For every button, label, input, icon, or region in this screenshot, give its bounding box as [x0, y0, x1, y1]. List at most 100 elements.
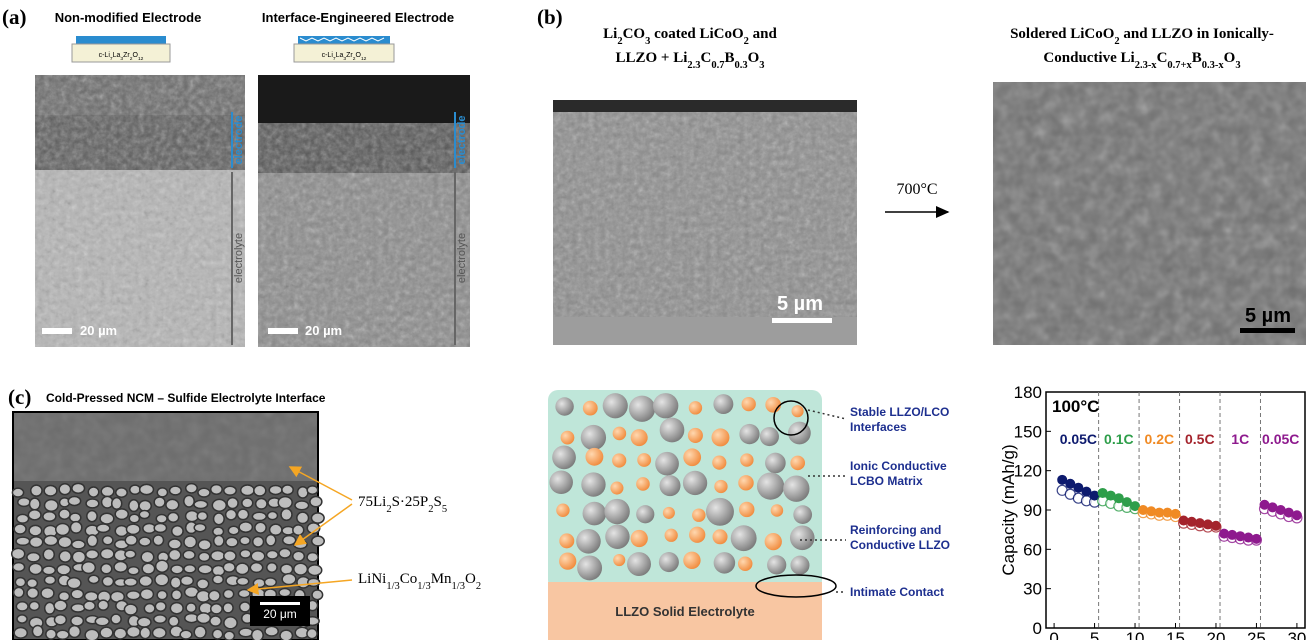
text-part: S·25P	[392, 494, 429, 510]
grain	[153, 627, 166, 638]
text-part: La	[113, 52, 121, 59]
grain	[44, 576, 55, 585]
grain	[194, 626, 206, 638]
grain	[124, 578, 137, 586]
grain	[15, 578, 25, 587]
annotation: 100°C	[1052, 397, 1099, 416]
grain	[240, 602, 251, 612]
lco-particle	[738, 475, 753, 490]
llzo-particle	[552, 446, 576, 470]
text-part: LiNi	[358, 571, 386, 587]
grain	[97, 524, 110, 532]
llzo-particle	[629, 396, 655, 422]
lco-particle	[712, 456, 726, 470]
lco-particle	[683, 552, 700, 569]
grain	[183, 550, 195, 559]
grain	[29, 525, 42, 536]
grain	[87, 535, 98, 547]
text-part: O	[465, 571, 476, 587]
text-part: 12	[138, 56, 144, 62]
grain	[214, 513, 225, 525]
legend-label: 0.5C	[1185, 431, 1215, 447]
grain	[103, 536, 113, 545]
y-tick-label: 60	[1023, 540, 1042, 559]
grain	[226, 537, 238, 547]
x-tick-label: 5	[1090, 629, 1099, 640]
grain	[168, 539, 181, 549]
text-part: CO	[623, 26, 646, 42]
grain	[100, 513, 114, 524]
grain	[14, 587, 24, 597]
grain	[86, 499, 99, 508]
text-part: Li	[603, 26, 617, 42]
text-part: coated LiCoO	[650, 26, 743, 42]
grain	[115, 526, 128, 537]
grain	[140, 484, 154, 494]
text-part: Conductive Li	[1043, 50, 1134, 66]
grain	[297, 512, 309, 523]
callout: Intimate Contact	[850, 585, 944, 599]
y-tick-label: 90	[1023, 501, 1042, 520]
grain	[59, 551, 71, 562]
legend-label: 0.2C	[1145, 431, 1175, 447]
text-part: and LLZO in Ionically-	[1120, 26, 1274, 42]
grain	[139, 511, 149, 519]
grain	[29, 563, 42, 574]
lco-particle	[739, 502, 754, 517]
grain	[223, 562, 235, 572]
grain	[199, 552, 210, 561]
lco-particle	[692, 508, 705, 521]
callout: Interfaces	[850, 420, 907, 434]
x-tick-label: 30	[1287, 629, 1306, 640]
text-part: S	[434, 494, 442, 510]
llzo-particle	[636, 505, 654, 523]
grain	[72, 540, 85, 549]
grain	[311, 513, 324, 523]
grain	[171, 565, 183, 574]
grain	[70, 513, 81, 522]
panel-title: LLZO + Li2.3C0.7B0.3O3	[615, 50, 764, 71]
llzo-particle	[653, 393, 678, 418]
grain	[265, 578, 277, 587]
grain	[241, 485, 254, 496]
text-part: c-Li	[322, 52, 334, 59]
text-part: C	[1157, 50, 1168, 66]
x-tick-label: 20	[1207, 629, 1226, 640]
grain	[129, 500, 139, 512]
grain	[144, 604, 155, 614]
grain	[156, 514, 167, 523]
llzo-particle	[683, 471, 707, 495]
grain	[312, 536, 325, 546]
grain	[240, 550, 251, 558]
grain	[224, 617, 237, 629]
grain	[139, 500, 151, 511]
text-part: LLZO + Li	[615, 50, 687, 66]
grain	[153, 535, 163, 546]
grain	[236, 563, 249, 574]
grain	[169, 616, 179, 626]
llzo-particle	[783, 476, 809, 502]
grain	[228, 526, 239, 534]
lco-particle	[689, 401, 702, 414]
arrow-label: 700°C	[896, 181, 937, 198]
llzo-particle	[581, 472, 605, 496]
grain	[226, 509, 237, 519]
text-part: La	[336, 52, 344, 59]
grain	[279, 588, 291, 596]
text-part: Mn	[431, 571, 452, 587]
grain	[212, 499, 226, 511]
grain	[68, 497, 80, 506]
grain	[154, 497, 165, 507]
lco-particle	[740, 453, 753, 466]
llzo-particle	[627, 552, 651, 576]
callout: Ionic Conductive	[850, 459, 947, 473]
text-part: B	[724, 50, 734, 66]
grain	[240, 536, 250, 544]
grain	[310, 497, 322, 507]
callout: Conductive LLZO	[850, 538, 950, 552]
text-part: 0.7+x	[1167, 60, 1192, 71]
text-part: 5	[442, 504, 447, 515]
grain	[57, 565, 71, 575]
grain	[139, 576, 152, 587]
grain	[157, 488, 167, 497]
